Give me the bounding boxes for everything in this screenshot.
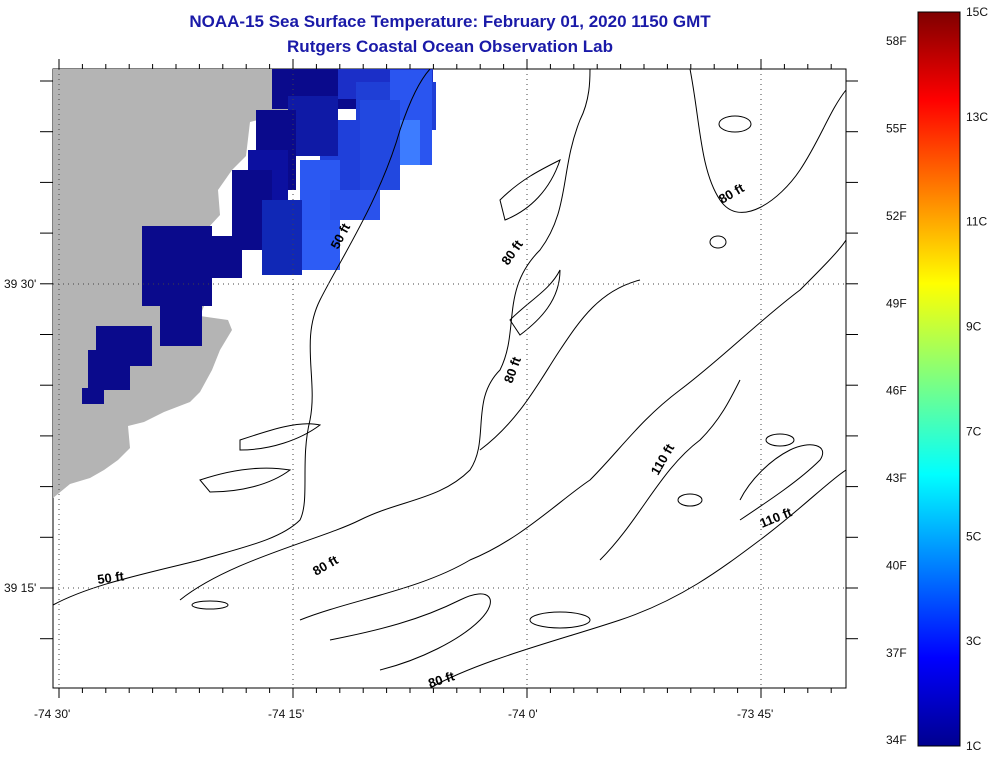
colorbar-celsius-label: 5C: [966, 529, 982, 543]
colorbar-fahrenheit-label: 58F: [886, 34, 907, 48]
colorbar-celsius-label: 11C: [966, 215, 987, 229]
colorbar-fahrenheit-label: 52F: [886, 209, 907, 223]
colorbar-fahrenheit-label: 34F: [886, 733, 907, 747]
colorbar-fahrenheit-label: 37F: [886, 646, 907, 660]
lat-label: 39 15': [4, 581, 36, 595]
map-subtitle: Rutgers Coastal Ocean Observation Lab: [287, 37, 613, 56]
colorbar-celsius-label: 7C: [966, 424, 982, 438]
colorbar-celsius-label: 13C: [966, 110, 988, 124]
colorbar-fahrenheit-label: 40F: [886, 558, 907, 572]
lon-label: -74 15': [268, 707, 304, 721]
lat-label: 39 30': [4, 277, 36, 291]
colorbar-fahrenheit-label: 55F: [886, 122, 907, 136]
colorbar: [917, 11, 961, 747]
sst-cloud-free-pixels: [82, 69, 436, 404]
contour-label: 80 ft: [426, 668, 457, 691]
colorbar-fahrenheit-label: 46F: [886, 384, 907, 398]
lon-label: -74 30': [34, 707, 70, 721]
colorbar-celsius-label: 9C: [966, 320, 982, 334]
colorbar-labels: 15C 13C 11C 9C 7C 5C 3C 1C 58F 55F 52F 49F 46F 43F 40F…: [886, 5, 988, 753]
lon-label: -74 0': [508, 707, 538, 721]
colorbar-celsius-label: 3C: [966, 634, 982, 648]
colorbar-fahrenheit-label: 43F: [886, 471, 907, 485]
bathymetry-contours: [53, 69, 846, 688]
axis-ticks: [40, 59, 858, 698]
map-title: NOAA-15 Sea Surface Temperature: Februar…: [189, 12, 711, 31]
graticule: [53, 69, 846, 688]
colorbar-celsius-label: 15C: [966, 5, 988, 19]
colorbar-fahrenheit-label: 49F: [886, 296, 907, 310]
lon-label: -73 45': [737, 707, 773, 721]
colorbar-celsius-label: 1C: [966, 739, 982, 753]
contour-label: 50 ft: [96, 568, 125, 587]
